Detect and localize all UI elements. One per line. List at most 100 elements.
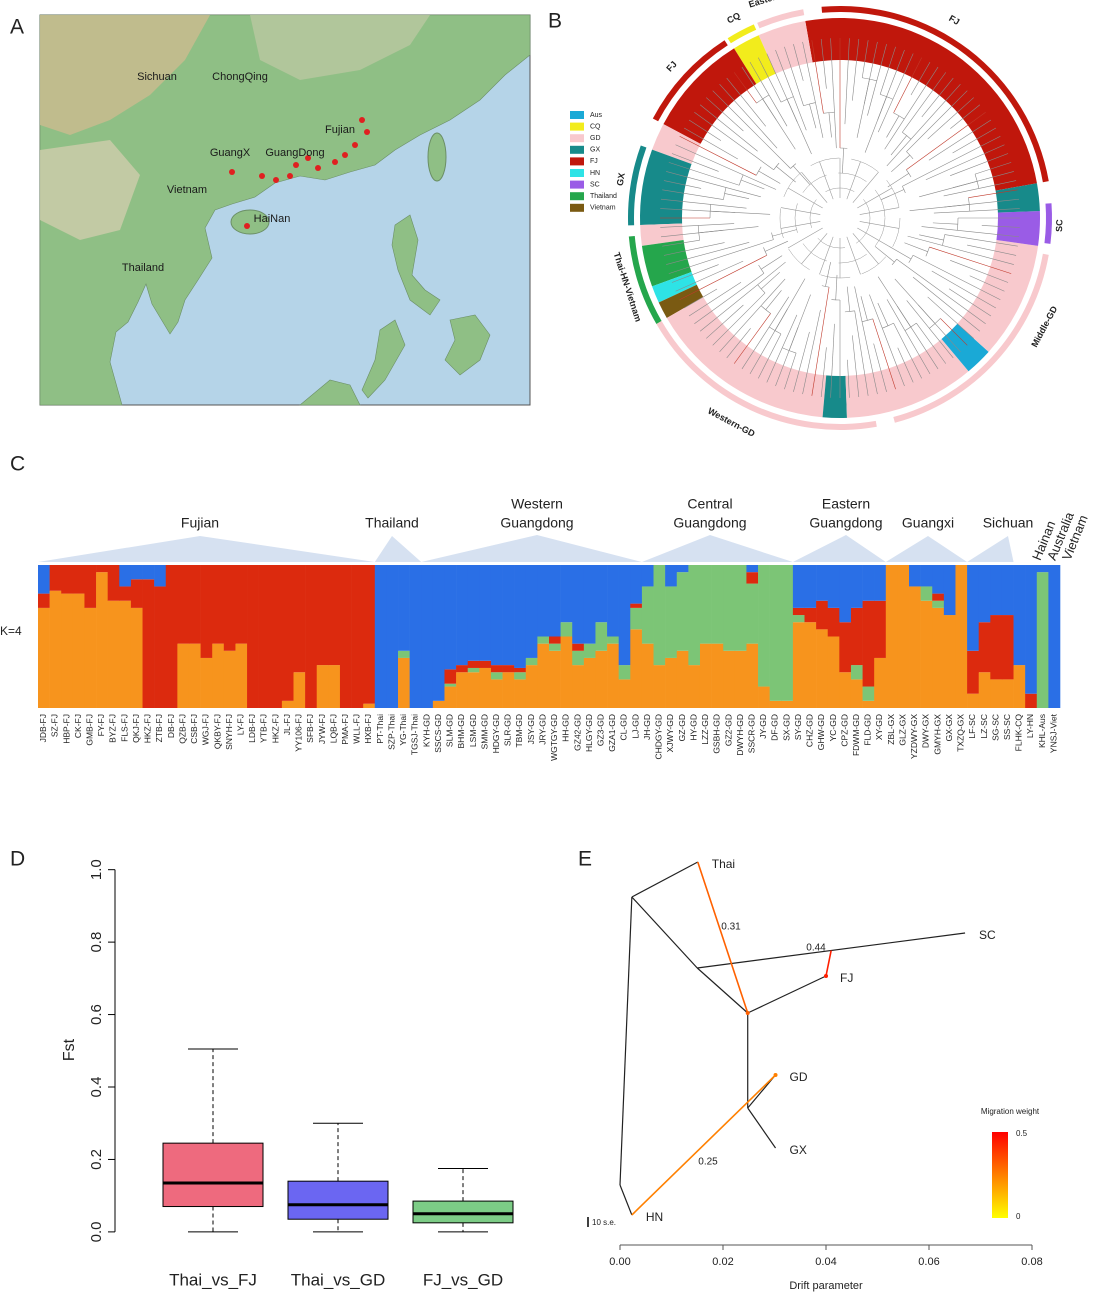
tree-branch	[830, 38, 837, 149]
migration-label: 0.31	[721, 922, 741, 933]
x-tick-label: SS-SC	[1002, 714, 1012, 740]
legend-label: Vietnam	[590, 205, 616, 212]
population-label: HN	[646, 1210, 663, 1224]
structure-segment	[1001, 615, 1014, 680]
clade-wedge	[805, 18, 1037, 191]
x-tick-label: 0.06	[918, 1256, 939, 1268]
x-tick-label: WGJ-FJ	[201, 714, 211, 745]
x-tick-label: FLD-GD	[863, 714, 873, 746]
tree-branch	[847, 359, 850, 398]
structure-segment	[514, 565, 527, 668]
legend-label: Aus	[590, 112, 603, 119]
legend-label: SC	[590, 181, 600, 188]
tree-branch	[925, 144, 1005, 181]
site	[305, 155, 311, 161]
structure-segment	[618, 679, 631, 708]
group-label: Guangxi	[902, 515, 954, 531]
structure-segment	[920, 600, 933, 708]
tree-branch	[828, 112, 832, 138]
x-tick-label: DWY-GX	[921, 714, 931, 748]
tree-branch	[706, 304, 744, 339]
tree-branch	[869, 294, 905, 387]
structure-segment	[49, 565, 62, 591]
structure-segment	[792, 622, 805, 708]
tree-branch	[927, 296, 974, 339]
site	[332, 159, 338, 165]
x-tick-label: TXZQ-GX	[956, 714, 966, 752]
migration-head	[773, 1073, 778, 1077]
y-tick-label: 0.6	[88, 1004, 105, 1025]
structure-segment	[804, 622, 817, 708]
site	[259, 173, 265, 179]
clade-wedge	[640, 149, 692, 225]
x-tick-label: XJWY-GD	[665, 714, 675, 752]
clade-arc	[727, 24, 757, 44]
map	[39, 14, 531, 406]
x-tick-label: KYH-GD	[421, 714, 431, 747]
structure-segment	[746, 572, 759, 584]
tree-branch	[758, 170, 781, 184]
scale-bar-label: 10 s.e.	[592, 1218, 616, 1227]
clade-arc	[652, 40, 728, 122]
x-tick-label: YG-Thai	[398, 714, 408, 746]
structure-segment	[990, 565, 1003, 616]
structure-segment	[734, 565, 747, 651]
x-tick-label: SZP-Thai	[386, 714, 396, 750]
tree-branch	[668, 239, 774, 274]
tree-branch	[877, 302, 889, 326]
structure-segment	[572, 665, 585, 708]
legend-label: GX	[590, 147, 600, 154]
tree-branch	[765, 290, 782, 310]
tree-branch	[893, 323, 922, 379]
tree-branch	[706, 97, 744, 132]
tree-branch	[872, 318, 896, 390]
clade-label: CQ	[725, 10, 742, 25]
tree-branch	[724, 193, 750, 199]
structure-segment	[258, 565, 271, 708]
tree-branch	[699, 104, 758, 152]
x-tick-label: YTB-FJ	[259, 714, 269, 743]
x-tick-label: Thai_vs_GD	[291, 1270, 385, 1289]
structure-segment	[456, 665, 469, 673]
tree-branch	[854, 310, 869, 396]
tree-branch	[916, 322, 947, 364]
structure-segment	[595, 650, 608, 708]
structure-segment	[850, 607, 863, 666]
structure-segment	[398, 650, 410, 658]
structure-segment	[850, 565, 863, 608]
structure-segment	[676, 572, 689, 651]
structure-segment	[943, 615, 956, 708]
tree-branch	[733, 72, 757, 104]
structure-segment	[467, 565, 480, 661]
structure-segment	[781, 565, 794, 701]
structure-segment	[699, 565, 712, 644]
x-tick-label: LZ-SC	[979, 714, 989, 739]
structure-segment	[978, 565, 991, 623]
structure-segment	[223, 565, 236, 651]
x-tick-label: JH-GD	[642, 714, 652, 740]
structure-segment	[862, 686, 875, 701]
tree-edge	[619, 1184, 633, 1216]
tree-branch	[662, 189, 724, 200]
structure-segment	[398, 565, 410, 651]
migration-edge	[697, 861, 749, 1014]
structure-segment	[374, 565, 387, 708]
structure-segment	[1025, 565, 1038, 694]
structure-segment	[525, 657, 538, 666]
structure-segment	[351, 565, 364, 708]
tree-branch	[811, 287, 830, 396]
structure-segment	[316, 565, 329, 666]
structure-segment	[978, 622, 991, 673]
tree-branch	[749, 61, 788, 127]
tree-branch	[679, 136, 757, 176]
tree-edge	[696, 967, 749, 1014]
structure-segment	[490, 679, 503, 708]
structure-segment	[943, 565, 956, 616]
structure-segment	[618, 565, 631, 666]
x-tick-label: JSY-GD	[526, 714, 536, 744]
tree-branch	[675, 260, 744, 292]
tree-branch	[802, 309, 821, 395]
tree-branch	[950, 104, 981, 129]
clade-arc	[757, 9, 805, 29]
structure-segment	[467, 672, 480, 708]
